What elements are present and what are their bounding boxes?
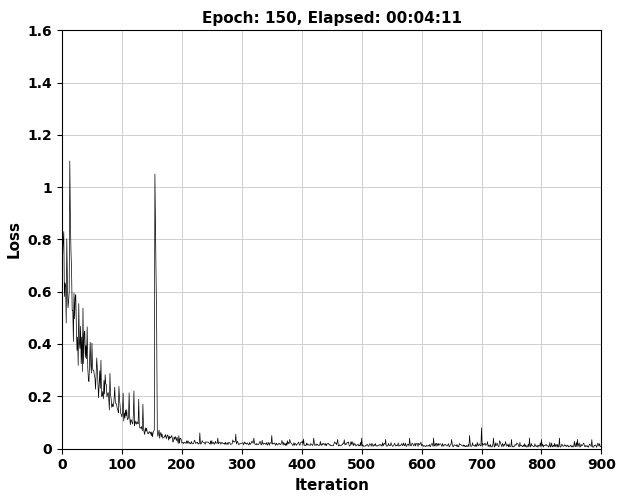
Title: Epoch: 150, Elapsed: 00:04:11: Epoch: 150, Elapsed: 00:04:11: [202, 11, 462, 26]
Y-axis label: Loss: Loss: [7, 220, 22, 259]
X-axis label: Iteration: Iteration: [294, 478, 369, 493]
